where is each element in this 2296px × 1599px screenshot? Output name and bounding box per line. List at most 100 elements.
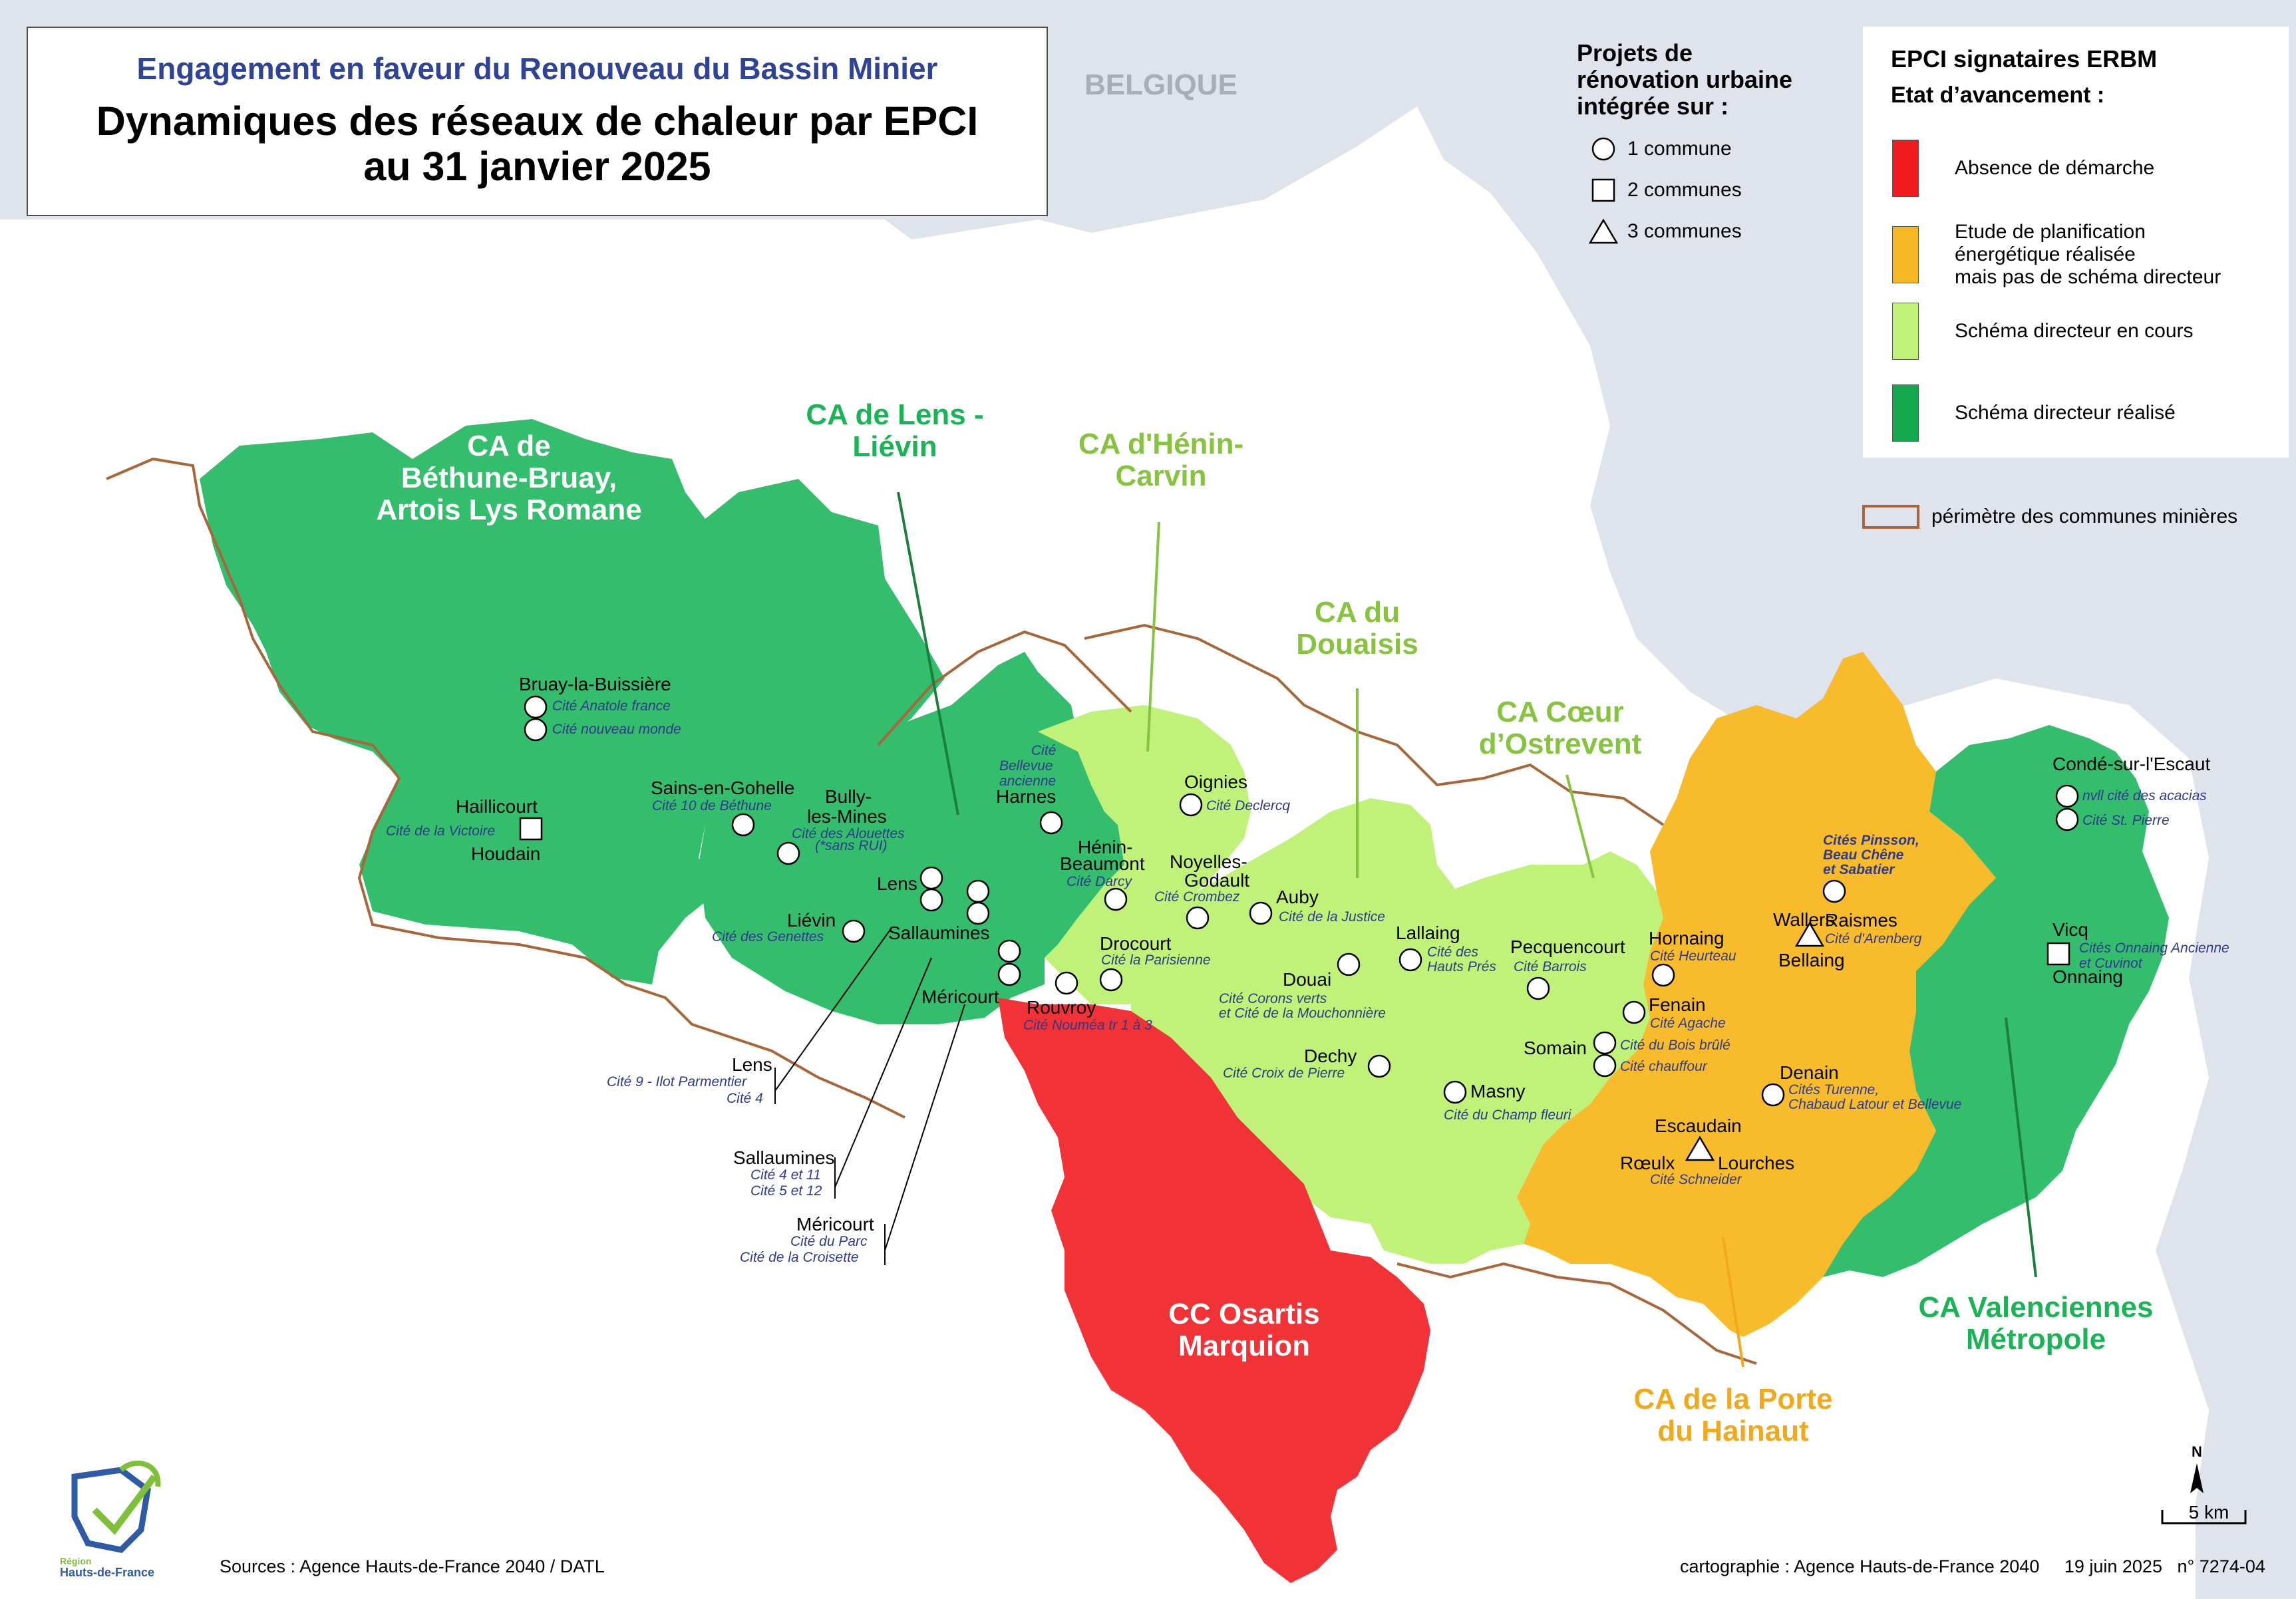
callout-lens-cite-1: Cité 9 - Ilot Parmentier xyxy=(607,1074,747,1090)
epci-bethune-l3: Artois Lys Romane xyxy=(376,494,641,526)
epci-porte-label: CA de la Porte du Hainaut xyxy=(1633,1383,1832,1447)
epci-valenciennes-label: CA Valenciennes Métropole xyxy=(1919,1291,2154,1356)
city-conde: Condé-sur-l'Escaut xyxy=(2052,754,2210,774)
project-square xyxy=(519,817,543,841)
city-harnes: Harnes xyxy=(996,786,1056,807)
city-vicq: Vicq xyxy=(2052,919,2088,940)
swatch-en-cours xyxy=(1892,303,1919,360)
square-symbol-icon xyxy=(1589,176,1618,205)
callout-sall-line xyxy=(834,957,932,1188)
cite-anatole: Cité Anatole france xyxy=(552,698,671,714)
status-legend-item: Absence de démarche xyxy=(1892,140,2154,197)
region-valenciennes xyxy=(1823,725,2169,1277)
footer-sources: Sources : Agence Hauts-de-France 2040 / … xyxy=(220,1556,605,1576)
city-pecquencourt: Pecquencourt xyxy=(1510,937,1625,957)
city-wallers: Wallers xyxy=(1773,909,1834,930)
epci-porte-l1: CA de la Porte xyxy=(1633,1383,1832,1415)
main-title-line2: au 31 janvier 2025 xyxy=(363,144,711,189)
region-logo: Région Hauts-de-France xyxy=(48,1450,188,1583)
epci-douaisis-l2: Douaisis xyxy=(1296,628,1418,660)
leader-henin xyxy=(1146,521,1160,752)
region-coeur-ostrevent xyxy=(1371,851,1663,1264)
swatch-absence xyxy=(1892,140,1919,197)
project-triangle xyxy=(1794,921,1825,947)
project-circle xyxy=(1039,811,1063,835)
epci-labels: CA de Béthune-Bruay, Artois Lys Romane CA … xyxy=(376,398,2153,1447)
cite-alouettes: Cité des Alouettes xyxy=(792,826,905,841)
city-escaudain: Escaudain xyxy=(1655,1115,1742,1136)
main-title: Dynamiques des réseaux de chaleur par EP… xyxy=(28,98,1047,189)
epci-henin-label: CA d'Hénin-Carvin xyxy=(1078,428,1243,492)
status-legend-title: EPCI signataires ERBM xyxy=(1891,45,2158,73)
cite-victoire: Cité de la Victoire xyxy=(386,823,495,839)
city-noyelles-1: Noyelles- xyxy=(1170,851,1247,872)
status-legend: EPCI signataires ERBM Etat d’avancement … xyxy=(1863,27,2289,458)
city-mericourt: Méricourt xyxy=(921,986,999,1007)
cite-chauffour: Cité chauffour xyxy=(1620,1059,1708,1074)
cite-declercq: Cité Declercq xyxy=(1206,798,1290,813)
project-circle xyxy=(1526,976,1550,1000)
city-hornaing: Hornaing xyxy=(1649,928,1724,948)
epci-valenciennes-l1: CA Valenciennes xyxy=(1919,1291,2154,1324)
city-douai: Douai xyxy=(1283,969,1331,990)
scale-label: 5 km xyxy=(2189,1502,2229,1523)
circle-symbol-icon xyxy=(1589,134,1618,164)
cite-turenne-2: Chabaud Latour et Bellevue xyxy=(1788,1097,1961,1112)
project-symbols xyxy=(519,695,2079,1161)
city-raismes: Raismes xyxy=(1825,910,1897,931)
city-sains: Sains-en-Gohelle xyxy=(651,778,794,798)
cite-bellevue-3: ancienne xyxy=(999,774,1056,789)
project-circle xyxy=(2055,807,2079,831)
cite-turenne-1: Cités Turenne, xyxy=(1788,1082,1879,1097)
city-denain: Denain xyxy=(1780,1062,1839,1083)
projects-legend-label: 1 commune xyxy=(1627,138,1732,160)
city-henin-1: Hénin- xyxy=(1078,837,1132,857)
city-onnaing: Onnaing xyxy=(2052,966,2123,987)
project-circle xyxy=(2055,784,2079,808)
cite-corons-2: et Cité de la Mouchonnière xyxy=(1219,1006,1386,1021)
projects-legend-label: 3 communes xyxy=(1627,220,1742,242)
cite-onnaing-2: et Cuvinot xyxy=(2079,956,2143,971)
city-bully-1: Bully- xyxy=(825,786,872,807)
project-circle xyxy=(1398,948,1422,972)
cite-parisienne: Cité la Parisienne xyxy=(1101,952,1211,968)
status-legend-item: Schéma directeur réalisé xyxy=(1892,384,2176,442)
city-henin-2: Beaumont xyxy=(1060,853,1145,874)
region-logo-icon: Région Hauts-de-France xyxy=(60,1460,161,1579)
projects-legend-item: 3 communes xyxy=(1577,217,1843,246)
callout-meri-line xyxy=(884,1004,965,1251)
city-masny: Masny xyxy=(1470,1081,1525,1101)
title-box: Engagement en faveur du Renouveau du Bas… xyxy=(27,27,1048,216)
city-rouvroy: Rouvroy xyxy=(1027,997,1096,1018)
callout-lens-line xyxy=(774,927,892,1091)
epci-coeur-l1: CA Cœur xyxy=(1496,696,1623,728)
leader-valenciennes xyxy=(2005,1017,2037,1278)
north-arrow: N xyxy=(2190,1443,2204,1493)
cite-st-pierre: Cité St. Pierre xyxy=(2082,813,2170,828)
project-circle xyxy=(524,695,548,719)
logo-line2: Hauts-de-France xyxy=(60,1566,154,1579)
city-lourches: Lourches xyxy=(1718,1153,1794,1173)
projects-legend-item: 2 communes xyxy=(1577,176,1843,205)
city-houdain: Houdain xyxy=(471,843,540,864)
epci-douaisis-label: CA du Douaisis xyxy=(1296,596,1418,660)
project-triangle xyxy=(1685,1135,1715,1161)
cite-arenberg: Cité d'Arenberg xyxy=(1825,931,1922,946)
callout-meri-cite-2: Cité de la Croisette xyxy=(740,1250,859,1265)
callout-lens-title: Lens xyxy=(732,1054,772,1075)
city-lens: Lens xyxy=(877,873,917,894)
cite-hauts-pres-1: Cité des xyxy=(1427,945,1479,960)
cite-onnaing-1: Cités Onnaing Ancienne xyxy=(2079,941,2229,956)
epci-henin-l2: Carvin xyxy=(1116,460,1207,492)
cite-acacias: nvll cité des acacias xyxy=(2082,788,2207,803)
epci-douaisis-l1: CA du xyxy=(1315,596,1400,629)
cite-darcy: Cité Darcy xyxy=(1066,874,1133,889)
cite-schneider: Cité Schneider xyxy=(1650,1172,1742,1187)
cite-sans-rui: (*sans RUI) xyxy=(815,838,888,853)
epci-porte-l2: du Hainaut xyxy=(1657,1415,1809,1447)
project-circle xyxy=(1651,963,1675,987)
callout-sall-cite-1: Cité 4 et 11 xyxy=(750,1167,821,1183)
leader-porte xyxy=(1722,1236,1744,1368)
perimeter-legend: périmètre des communes minières xyxy=(1860,500,2285,533)
cite-pinsson-3: et Sabatier xyxy=(1823,862,1895,877)
